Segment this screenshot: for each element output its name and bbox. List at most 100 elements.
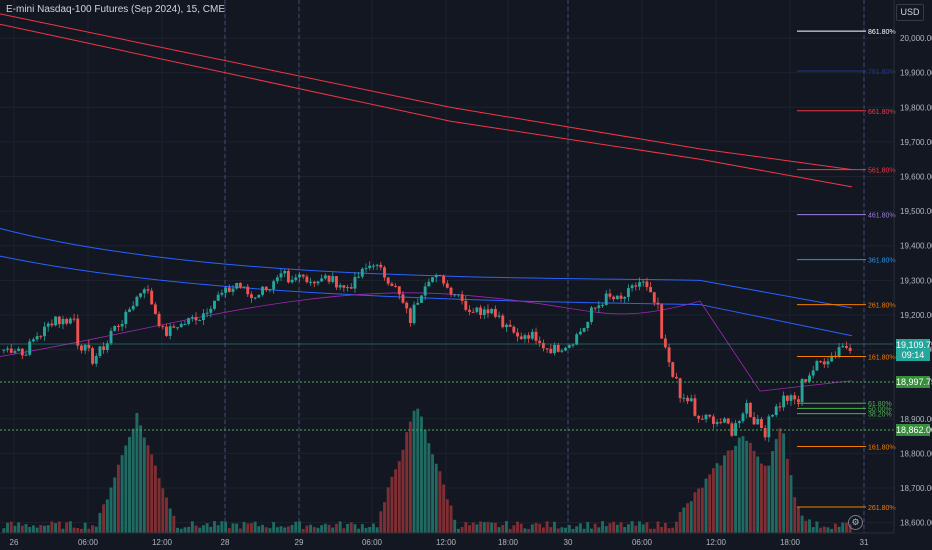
fib-label: 261.80% [868,505,896,512]
volume-bar [811,527,815,533]
candle-body [20,348,24,356]
candle-body [157,313,161,327]
volume-bar [752,450,756,533]
fib-label: 38.20% [868,412,892,419]
candle-body [808,375,811,382]
level-a-tag: 18,997.75 [896,376,932,388]
candle-body [804,379,808,382]
candle-body [242,286,246,288]
candle-body [678,378,682,399]
candle-body [301,274,305,277]
ma-purple [0,292,853,392]
candle-body [57,316,61,325]
candle-body [830,355,834,362]
candle-body [68,318,72,324]
volume-bar [534,522,538,533]
volume-bar [9,521,13,533]
candle-body [826,361,830,365]
candle-body [571,344,575,346]
candle-body [6,348,9,350]
candle-body [179,324,183,328]
candle-body [763,427,767,438]
candle-body [394,285,398,287]
candle-body [726,418,730,424]
candle-body [438,274,442,276]
price-axis[interactable]: 20,000.00 19,900.00 19,800.00 19,700.00 19,6… [900,34,932,528]
candle-body [667,347,671,363]
volume-bar [416,408,420,533]
volume-bar [165,497,168,533]
candle-body [383,267,386,278]
volume-bar [719,465,723,533]
volume-bar [335,523,338,533]
volume-bar [327,524,331,533]
candle-body [519,336,523,339]
volume-bar [837,526,841,533]
gear-icon[interactable]: ⚙ [848,515,863,530]
volume-bar [604,526,608,533]
volume-bar [745,440,749,533]
candle-body [364,268,368,270]
fib-label: 161.80% [868,354,896,361]
volume-bar [286,526,290,533]
candle-body [371,265,375,267]
candle-body [745,402,749,414]
volume-bar [65,522,69,533]
candle-body [767,416,771,438]
candle-body [590,307,593,323]
volume-bar [98,512,102,533]
volume-bar [279,526,283,533]
volume-bar [442,484,446,533]
candle-body [50,323,54,326]
volume-bar [760,463,763,533]
time-tick-label: 26 [10,538,19,547]
candle-body [730,423,734,436]
time-axis[interactable]: 26 06:00 12:00 28 29 06:00 12:00 18:00 30 06:00 12… [10,538,869,547]
volume-bar [652,528,656,533]
candle-body [238,282,242,288]
level-b-value: 18,862.00 [896,425,932,435]
volume-bar [94,526,98,533]
candle-body [128,309,131,312]
candle-body [615,295,619,300]
candle-body [715,422,719,424]
volume-bar [808,519,811,533]
candle-body [72,318,76,320]
candle-body [748,402,752,418]
volume-bar [83,522,87,533]
volume-bar [375,527,379,533]
candle-body [652,292,656,303]
candle-body [549,348,553,354]
volume-bar [582,528,586,533]
volume-bar [420,416,423,533]
volume-bar [109,487,113,533]
candle-body [545,348,549,350]
candle-body [442,275,446,284]
volume-bar [656,521,660,533]
candle-body [9,348,13,353]
currency-button[interactable]: USD [896,4,924,21]
volume-bar [645,522,649,533]
volume-bar [456,528,460,533]
volume-bar [626,524,630,533]
candle-body [523,335,527,339]
volume-bar [161,488,165,533]
volume-bar [841,522,845,533]
price-tick-label: 19,400.00 [900,242,932,251]
volume-bar [571,528,575,533]
symbol-title[interactable]: E-mini Nasdaq-100 Futures (Sep 2024), 15… [6,4,225,15]
candle-body [756,419,760,425]
candle-body [116,325,120,327]
candle-body [224,287,228,293]
candle-body [187,318,191,325]
fib-label: 161.80% [868,444,896,451]
volume-bar [323,523,327,533]
volume-bar [541,527,545,533]
volume-bar [257,526,261,533]
time-tick-label: 12:00 [436,538,457,547]
candle-body [205,312,209,314]
candle-body [17,348,21,352]
candle-body [168,326,172,336]
candle-body [641,281,645,283]
